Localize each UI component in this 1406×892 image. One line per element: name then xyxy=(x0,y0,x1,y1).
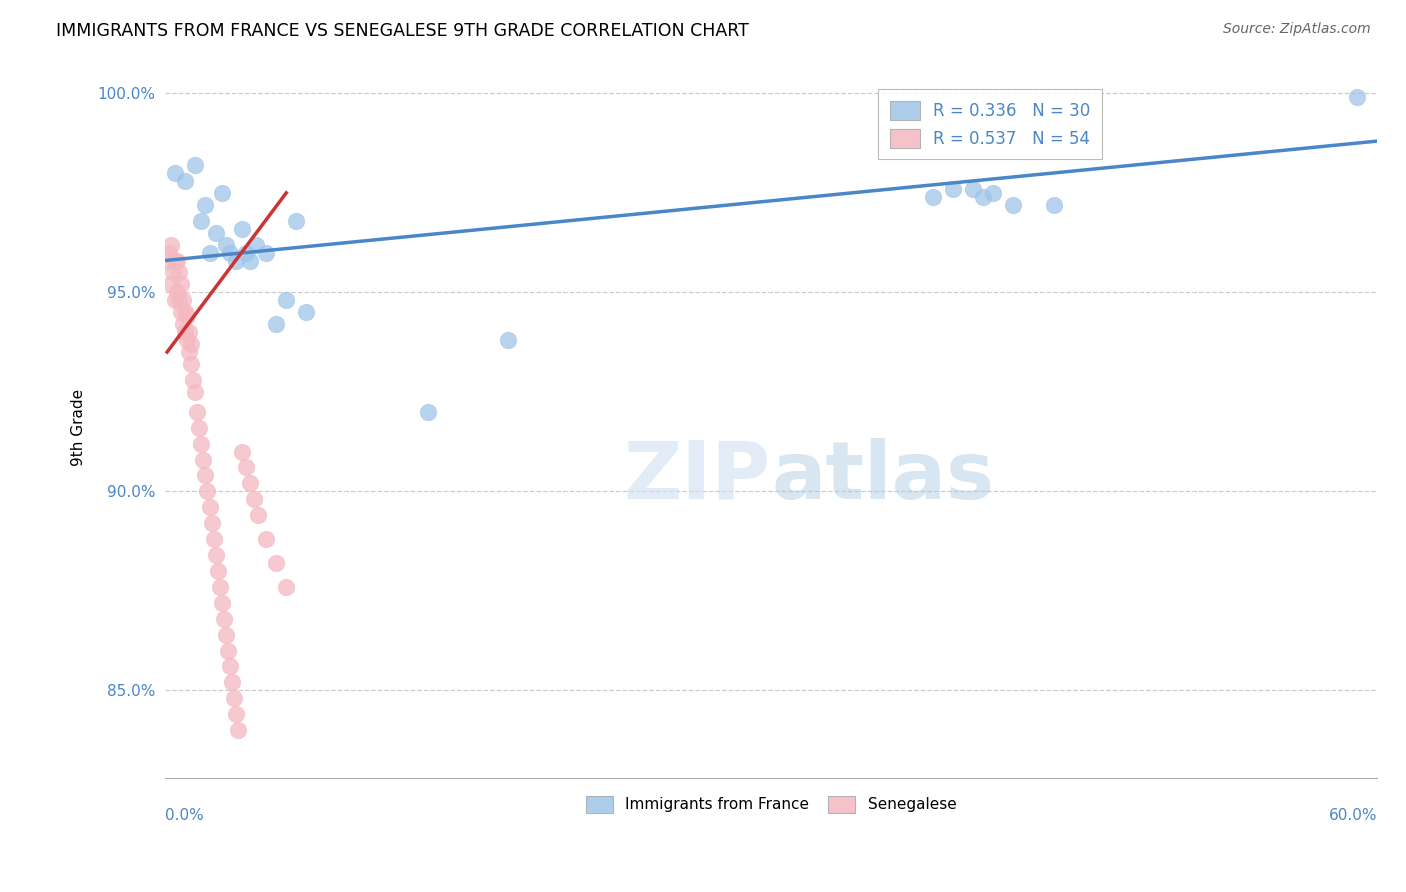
Point xyxy=(218,245,240,260)
Point xyxy=(264,317,287,331)
Point xyxy=(243,492,266,507)
Point xyxy=(215,237,238,252)
Point xyxy=(1002,198,1025,212)
Point xyxy=(184,384,207,399)
Point xyxy=(183,373,205,387)
Point xyxy=(235,245,257,260)
Point xyxy=(198,500,221,515)
Point xyxy=(225,707,247,722)
Point xyxy=(202,532,225,546)
Point xyxy=(212,612,235,626)
Point xyxy=(172,317,194,331)
Point xyxy=(190,436,212,450)
Point xyxy=(166,253,188,268)
Point xyxy=(186,405,208,419)
Point xyxy=(231,221,253,235)
Point xyxy=(245,237,267,252)
Text: 0.0%: 0.0% xyxy=(165,808,204,823)
Point xyxy=(174,174,197,188)
Point xyxy=(285,213,308,227)
Point xyxy=(204,226,226,240)
Point xyxy=(156,253,179,268)
Y-axis label: 9th Grade: 9th Grade xyxy=(72,389,86,467)
Point xyxy=(235,460,257,475)
Point xyxy=(498,333,520,347)
Point xyxy=(170,305,193,319)
Point xyxy=(208,580,231,594)
Point xyxy=(165,166,187,180)
Point xyxy=(962,182,984,196)
Point xyxy=(222,691,245,706)
Point xyxy=(264,556,287,570)
Point xyxy=(198,245,221,260)
Point xyxy=(162,265,184,279)
Point xyxy=(416,405,439,419)
Point xyxy=(180,337,202,351)
Point xyxy=(218,659,240,673)
Point xyxy=(221,675,243,690)
Point xyxy=(157,245,180,260)
Point xyxy=(239,253,262,268)
Point xyxy=(194,468,217,483)
Point xyxy=(174,305,197,319)
Point xyxy=(246,508,269,523)
Point xyxy=(194,198,217,212)
Point xyxy=(179,325,201,339)
Point xyxy=(184,158,207,172)
Point xyxy=(942,182,965,196)
Point xyxy=(176,333,198,347)
Point xyxy=(225,253,247,268)
Point xyxy=(215,627,238,641)
Point xyxy=(193,452,215,467)
Text: 60.0%: 60.0% xyxy=(1329,808,1376,823)
Point xyxy=(276,580,298,594)
Point xyxy=(172,293,194,308)
Text: atlas: atlas xyxy=(770,438,994,516)
Point xyxy=(254,532,277,546)
Point xyxy=(188,420,211,434)
Point xyxy=(197,484,219,499)
Point xyxy=(160,237,183,252)
Point xyxy=(981,186,1004,200)
Point xyxy=(180,357,202,371)
Text: Source: ZipAtlas.com: Source: ZipAtlas.com xyxy=(1223,22,1371,37)
Legend: Immigrants from France, Senegalese: Immigrants from France, Senegalese xyxy=(579,789,962,820)
Point xyxy=(176,310,198,324)
Point xyxy=(190,213,212,227)
Point xyxy=(166,285,188,300)
Point xyxy=(231,444,253,458)
Point xyxy=(295,305,318,319)
Point xyxy=(160,277,183,292)
Text: IMMIGRANTS FROM FRANCE VS SENEGALESE 9TH GRADE CORRELATION CHART: IMMIGRANTS FROM FRANCE VS SENEGALESE 9TH… xyxy=(56,22,749,40)
Point xyxy=(226,723,249,738)
Point xyxy=(217,643,239,657)
Point xyxy=(239,476,262,491)
Point xyxy=(276,293,298,308)
Point xyxy=(207,564,229,578)
Point xyxy=(972,190,994,204)
Point xyxy=(211,596,233,610)
Point xyxy=(179,345,201,359)
Point xyxy=(204,548,226,562)
Point xyxy=(921,190,943,204)
Point xyxy=(165,253,187,268)
Point xyxy=(167,293,190,308)
Point xyxy=(254,245,277,260)
Point xyxy=(1042,198,1064,212)
Text: ZIP: ZIP xyxy=(624,438,770,516)
Point xyxy=(1346,90,1368,104)
Point xyxy=(211,186,233,200)
Point xyxy=(174,325,197,339)
Point xyxy=(200,516,222,531)
Point xyxy=(170,277,193,292)
Point xyxy=(167,265,190,279)
Point xyxy=(165,293,187,308)
